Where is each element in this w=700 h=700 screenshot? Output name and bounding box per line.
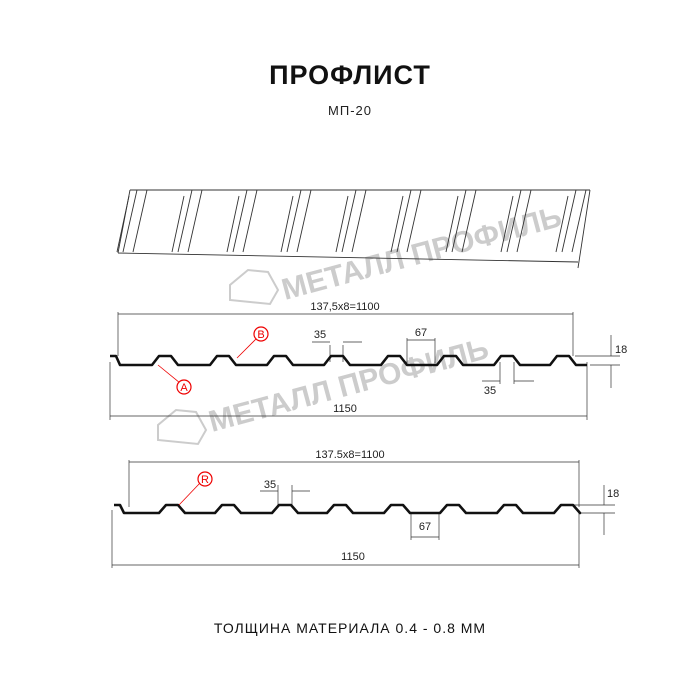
profile-r-width-label: 1150 [341,551,365,563]
sheet-rib-edge [226,195,240,253]
model-subtitle: МП-20 [328,103,372,118]
sheet-rib-edge [406,189,422,253]
profile-a-width-label: 1150 [333,403,357,415]
svg-text:МЕТАЛЛ ПРОФИЛЬ: МЕТАЛЛ ПРОФИЛЬ [278,200,565,306]
sheet-rib-edge [351,189,367,253]
sheet-rib-edge [122,189,138,253]
marker-b: B [236,326,269,359]
sheet-rib-edge [296,189,312,253]
sheet-rib-edge [286,189,302,253]
sheet-rib-edge [171,195,185,253]
page-title: ПРОФЛИСТ [269,60,431,90]
sheet-rib-edge [461,189,477,253]
profile-a-bottom-label: 35 [484,385,496,397]
material-thickness-note: ТОЛЩИНА МАТЕРИАЛА 0.4 - 0.8 ММ [213,620,487,636]
sheet-rib-edge [516,189,532,253]
sheet-rib-edge [445,195,459,253]
sheet-rib-edge [132,189,148,253]
sheet-rib-edge [177,189,193,253]
sheet-rib-edge [232,189,248,253]
profile-r-dimensions [111,460,615,568]
svg-text:A: A [180,382,188,394]
svg-text:МЕТАЛЛ ПРОФИЛЬ: МЕТАЛЛ ПРОФИЛЬ [205,332,492,438]
svg-text:R: R [201,474,209,486]
sheet-outline [117,189,591,269]
profile-a-valley-label: 67 [415,327,427,339]
profile-a-pitch-label: 137,5x8=1100 [310,301,379,313]
profile-r-height-label: 18 [607,488,619,500]
profile-r-crest-label: 35 [264,479,276,491]
profile-r-line [114,503,582,515]
profile-a-height-label: 18 [615,344,627,356]
marker-a: A [157,364,192,395]
sheet-rib-edge [555,195,569,253]
svg-text:B: B [257,329,264,341]
sheet-rib-edge [506,189,522,253]
sheet-rib-edge [341,189,357,253]
sheet-rib-edge [500,195,514,253]
sheet-3d-view [116,189,591,269]
profile-r-pitch-label: 137.5x8=1100 [315,449,384,461]
sheet-rib-edge [187,189,203,253]
sheet-rib-edge [396,189,412,253]
profile-a-dimensions [109,312,620,420]
sheet-rib-edge [280,195,294,253]
sheet-rib-edge [451,189,467,253]
sheet-rib-edge [571,189,587,253]
sheet-rib-edge [242,189,258,253]
sheet-rib-edge [390,195,404,253]
profile-a-line [110,354,587,367]
sheet-rib-edge [335,195,349,253]
profile-r-valley-label: 67 [419,521,431,533]
sheet-rib-edge [561,189,577,253]
watermark-bottom: МЕТАЛЛ ПРОФИЛЬ [157,332,492,446]
profile-a-crest-label: 35 [314,329,326,341]
marker-r: R [178,471,213,506]
